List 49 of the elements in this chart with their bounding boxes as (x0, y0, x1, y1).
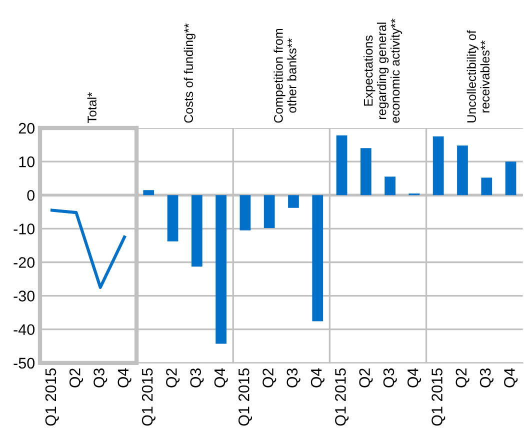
y-tick-label: -20 (14, 257, 35, 268)
y-tick-label: 10 (19, 156, 35, 168)
y-tick-label: -40 (14, 324, 35, 336)
text: Costs of funding** (184, 23, 196, 123)
bar (432, 136, 444, 196)
x-tick-label: Q1 2015 (238, 368, 252, 426)
x-tick-label: Q4 (504, 368, 518, 388)
y-tick-label: 0 (27, 190, 35, 201)
bar (481, 178, 492, 196)
line-series (50, 208, 126, 289)
y-tick-label: -50 (14, 358, 35, 369)
bar (216, 195, 226, 344)
bar (240, 195, 251, 230)
bar (360, 148, 372, 196)
y-tick-label: -30 (14, 290, 35, 302)
x-tick-label: Q1 2015 (45, 368, 59, 426)
text: Uncollectibility of receivables** (466, 30, 490, 122)
x-tick-label: Q3 (190, 368, 204, 388)
bar (191, 195, 202, 267)
x-tick-label: Q2 (456, 368, 470, 388)
x-tick-label: Q3 (286, 368, 300, 388)
x-tick-label: Q3 (94, 368, 108, 388)
bar (384, 176, 396, 196)
bar (264, 195, 275, 228)
bar (143, 190, 154, 196)
y-tick-label: -10 (14, 224, 35, 234)
x-tick-label: Q4 (118, 368, 132, 388)
bar (505, 162, 516, 196)
text: Total* (87, 92, 96, 124)
text: Expectations regarding general economic activity** (364, 18, 402, 123)
x-tick-label: Q4 (310, 368, 324, 388)
x-tick-label: Q3 (480, 368, 494, 388)
bar (312, 195, 324, 322)
x-tick-label: Q4 (407, 368, 422, 388)
x-tick-label: Q1 2015 (142, 368, 156, 426)
x-tick-label: Q1 2015 (432, 368, 446, 426)
x-tick-label: Q2 (262, 368, 276, 388)
bar (457, 145, 468, 196)
x-tick-label: Q4 (214, 368, 228, 388)
x-tick-label: Q2 (359, 368, 373, 388)
x-tick-label: Q1 2015 (335, 368, 349, 426)
x-tick-label: Q2 (166, 368, 180, 388)
bar (167, 195, 178, 242)
text: Competition from other banks** (274, 28, 296, 123)
x-tick-label: Q2 (69, 368, 84, 388)
bar (336, 135, 348, 196)
bar (288, 195, 299, 208)
x-tick-label: Q3 (383, 368, 397, 388)
y-tick-label: 20 (18, 122, 35, 134)
